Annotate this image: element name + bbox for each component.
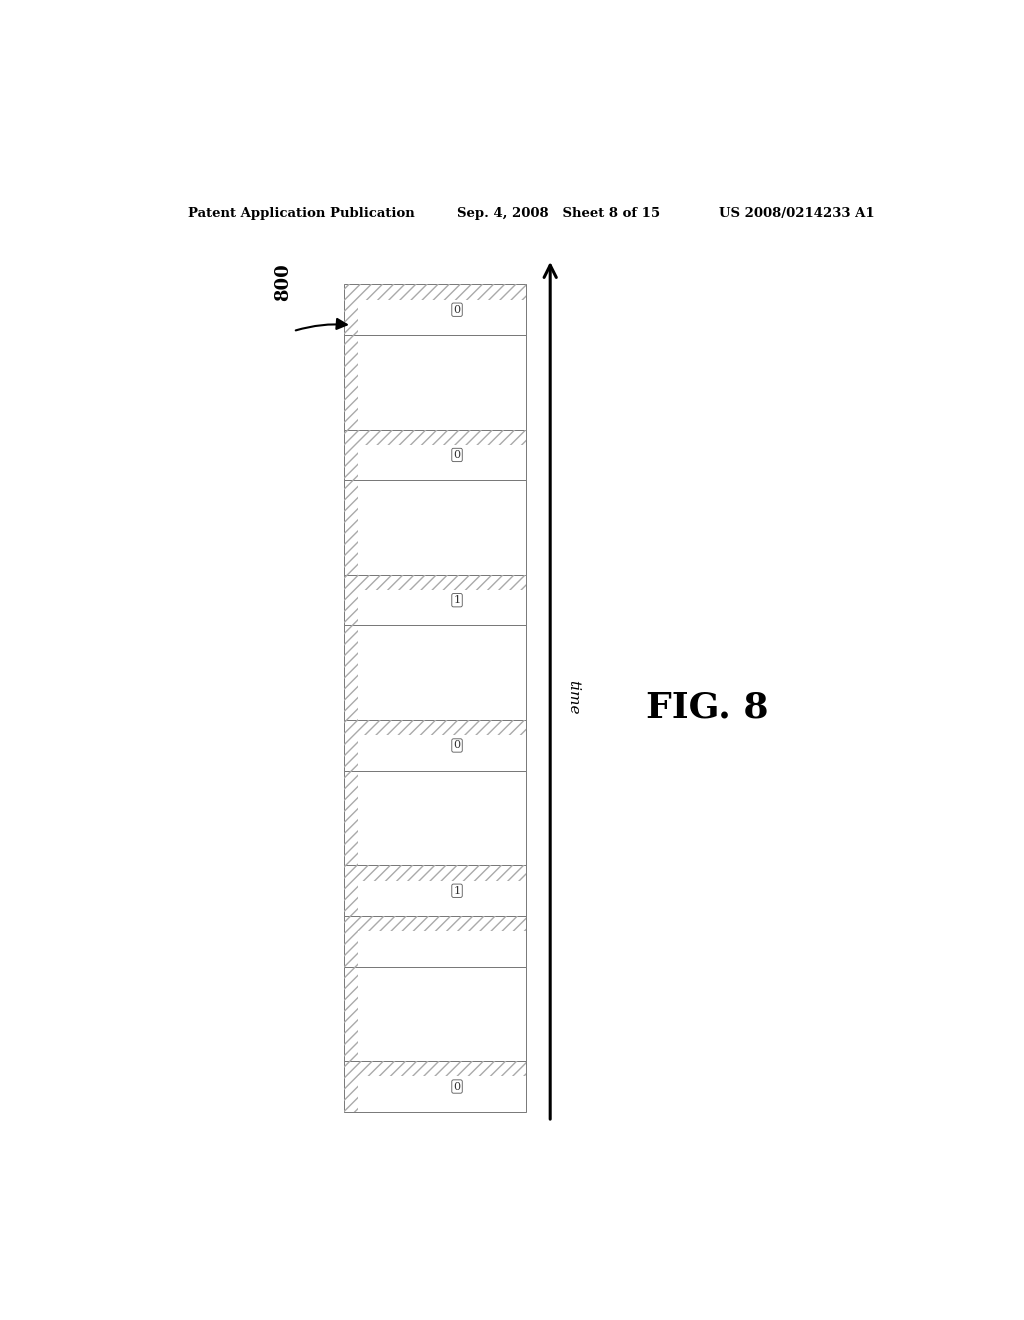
Bar [344,916,358,966]
Text: 800: 800 [273,263,292,301]
Text: 0: 0 [454,1081,461,1092]
Bar [344,480,526,576]
Bar [358,1061,526,1076]
Bar [344,626,526,721]
Bar [344,480,358,576]
Text: 0: 0 [454,305,461,314]
Bar [344,626,358,721]
Bar [344,966,358,1061]
Text: 1: 1 [454,595,461,605]
Bar [344,721,526,771]
Text: FIG. 8: FIG. 8 [646,690,769,725]
Bar [344,284,526,335]
Bar [344,284,358,335]
Bar [344,866,526,916]
Bar [358,866,526,880]
Bar [344,335,358,430]
Bar [344,966,526,1061]
Bar [344,430,358,480]
Text: 0: 0 [454,450,461,459]
Text: US 2008/0214233 A1: US 2008/0214233 A1 [719,207,874,220]
Bar [344,721,358,771]
Bar [358,430,526,445]
Text: Patent Application Publication: Patent Application Publication [187,207,415,220]
Bar [344,771,358,866]
Bar [358,284,526,300]
Text: time: time [566,680,580,714]
Bar [344,1061,358,1111]
Bar [344,576,526,626]
Bar [344,335,526,430]
Bar [344,771,526,866]
Text: 1: 1 [454,886,461,896]
Text: Sep. 4, 2008   Sheet 8 of 15: Sep. 4, 2008 Sheet 8 of 15 [458,207,660,220]
Bar [344,430,526,480]
Bar [344,916,526,966]
Bar [358,721,526,735]
Bar [344,576,358,626]
Bar [344,866,358,916]
Text: 0: 0 [454,741,461,751]
Bar [358,916,526,931]
Bar [344,1061,526,1111]
Bar [358,576,526,590]
